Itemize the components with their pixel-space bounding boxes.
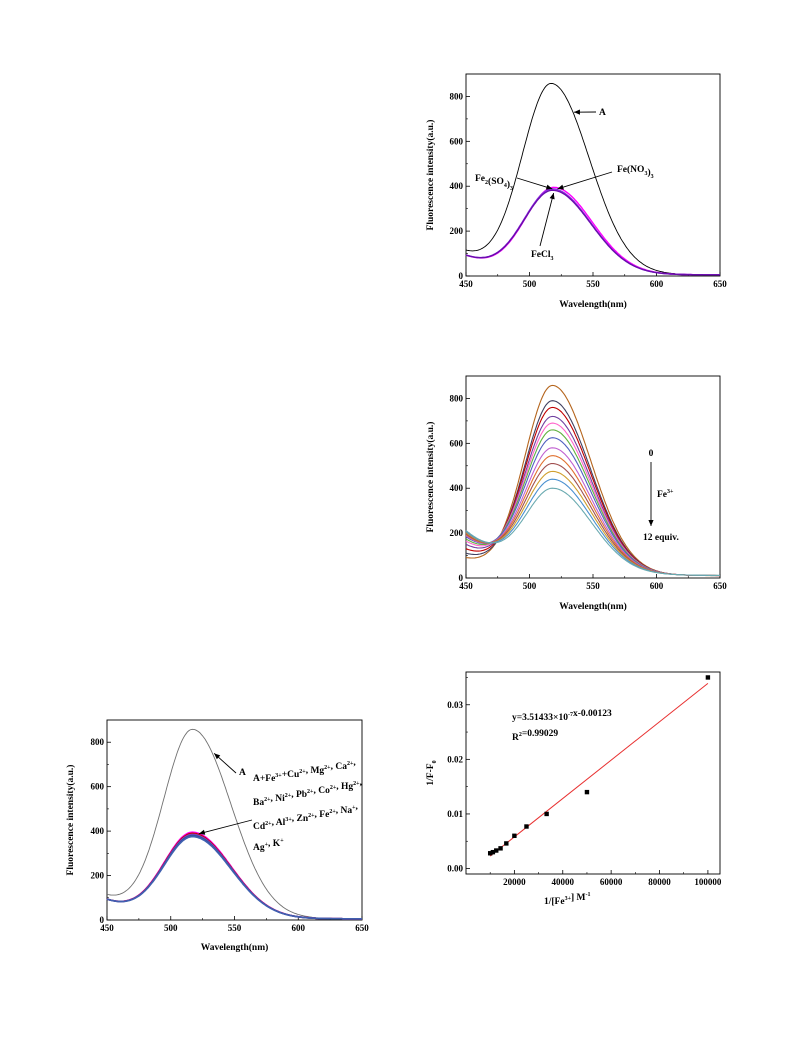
c2-xtick-label: 650 [713, 581, 727, 591]
c4-equation: y=3.51433×10-7x-0.00123 [512, 709, 612, 723]
c1-xlabel: Wavelength(nm) [559, 299, 627, 310]
c4-point [498, 846, 503, 851]
c2-xtick-label: 550 [586, 581, 600, 591]
c2-ytick-label: 600 [450, 438, 464, 448]
c4-ytick-label: 0.03 [447, 700, 463, 710]
c2-label-from: 0 [649, 449, 654, 459]
c4-point [490, 849, 496, 855]
c3-xlabel: Wavelength(nm) [201, 942, 269, 953]
c3-xtick-label: 550 [228, 923, 242, 933]
c1-series-line [465, 189, 720, 276]
c4-ylabel: 1/F-F0 [426, 760, 438, 785]
c3-ylabel: Fluorescence intensity(a.u.) [65, 765, 76, 876]
c1-ytick-label: 600 [450, 136, 464, 146]
c1-xtick-label: 500 [523, 279, 537, 289]
c2-ytick-label: 400 [450, 483, 464, 493]
c4-ytick-label: 0.01 [447, 809, 463, 819]
c4-ytick-label: 0.02 [447, 754, 463, 764]
c3-annotation-line: A+Fe3++Cu2+, Mg2+, Ca2+, [253, 758, 356, 784]
c3-annotation-line: Ag+, K+ [253, 838, 284, 853]
c4-xtick-label: 40000 [552, 877, 575, 887]
c3-ytick-label: 200 [91, 871, 105, 881]
c4-xtick-label: 60000 [600, 877, 623, 887]
c1-label-A: A [599, 108, 606, 118]
c3-xtick-label: 500 [164, 923, 178, 933]
c3-arrow-mix [198, 819, 253, 835]
c3-xtick-label: 600 [292, 923, 306, 933]
c2-ylabel: Fluorescence intensity(a.u.) [425, 422, 436, 533]
c3-ytick-label: 400 [91, 826, 105, 836]
c3-xtick-label: 450 [100, 923, 114, 933]
c1-arrow-feno33-head [557, 184, 564, 190]
c2-ytick-label: 800 [450, 393, 464, 403]
c4-point [584, 789, 590, 795]
plot-area-4: 20000 40000 60000 80000 100000 0.00 0.01 0.02 0.… [426, 671, 722, 907]
c4-r2: R2=0.99029 [512, 729, 558, 743]
c1-label-fe2so43: Fe2(SO4)3 [475, 174, 513, 192]
c2-ytick-label: 0 [459, 573, 464, 583]
c2-xtick-label: 500 [523, 581, 537, 591]
c3-ytick-label: 800 [91, 737, 105, 747]
c2-xtick-label: 600 [650, 581, 664, 591]
c1-ytick-label: 800 [450, 91, 464, 101]
c1-ytick-label: 400 [450, 181, 464, 191]
c1-arrow-fecl3 [539, 192, 555, 247]
c3-ytick-label: 0 [100, 915, 105, 925]
c1-xtick-label: 650 [713, 279, 727, 289]
c1-arrow-fe2so43-head [545, 184, 553, 190]
c1-arrow-A-head [573, 109, 580, 115]
plot-area-2: 450 500 550 600 650 0 200 400 600 800 Wavelength(n… [425, 375, 727, 612]
c2-series-line [465, 487, 720, 576]
c4-point [524, 824, 529, 829]
plot-area-1: 450 500 550 600 650 0 200 400 600 800 Wavelength(n… [425, 73, 727, 310]
c4-xtick-label: 80000 [648, 877, 671, 887]
c3-xtick-label: 650 [355, 923, 369, 933]
c2-label-ion: Fe3+ [657, 489, 674, 500]
c2-arrow-titration-head [648, 520, 654, 526]
c1-arrow-feno33 [557, 171, 613, 190]
c2-label-to: 12 equiv. [643, 533, 679, 543]
c3-annotation-line: Cd2+, Al3+, Zn2+, Fe2+, Na+, [253, 802, 359, 832]
c4-xtick-label: 20000 [503, 877, 526, 887]
c4-point [512, 833, 517, 838]
c3-arrow-A-head [214, 753, 221, 760]
plot-area-3: 450 500 550 600 650 0 200 400 600 800 Wavelength(n… [65, 719, 369, 953]
c3-series-line [106, 835, 362, 920]
c1-xtick-label: 550 [586, 279, 600, 289]
c1-label-feno33: Fe(NO3)3 [617, 164, 654, 180]
c4-ytick-label: 0.00 [447, 864, 463, 874]
c1-arrow-fecl3-head [549, 192, 555, 200]
c4-frame [465, 671, 721, 875]
c4-xlabel: 1/[Fe3+] M-1 [544, 892, 591, 907]
c1-xtick-label: 600 [650, 279, 664, 289]
c2-ytick-label: 200 [450, 528, 464, 538]
c4-point [504, 841, 509, 846]
c2-xlabel: Wavelength(nm) [559, 601, 627, 612]
c3-label-A: A [239, 768, 246, 778]
c1-label-fecl3: FeCl3 [531, 250, 554, 262]
c2-xtick-label: 450 [459, 581, 473, 591]
c3-annotation-line: Ba2+, Ni2+, Pb2+, Co2+, Hg2+, [253, 778, 363, 808]
c1-ylabel: Fluorescence intensity(a.u.) [425, 120, 436, 231]
c4-xtick-label: 100000 [694, 877, 722, 887]
c4-point [487, 851, 493, 856]
c4-point [544, 811, 549, 817]
c1-ytick-label: 200 [450, 226, 464, 236]
c4-point [494, 848, 499, 853]
c1-xtick-label: 450 [459, 279, 473, 289]
c1-ytick-label: 0 [459, 271, 464, 281]
c3-ytick-label: 600 [91, 782, 105, 792]
c4-point [705, 675, 711, 680]
c1-arrow-fe2so43 [516, 177, 553, 190]
c3-arrow-mix-head [198, 829, 206, 835]
